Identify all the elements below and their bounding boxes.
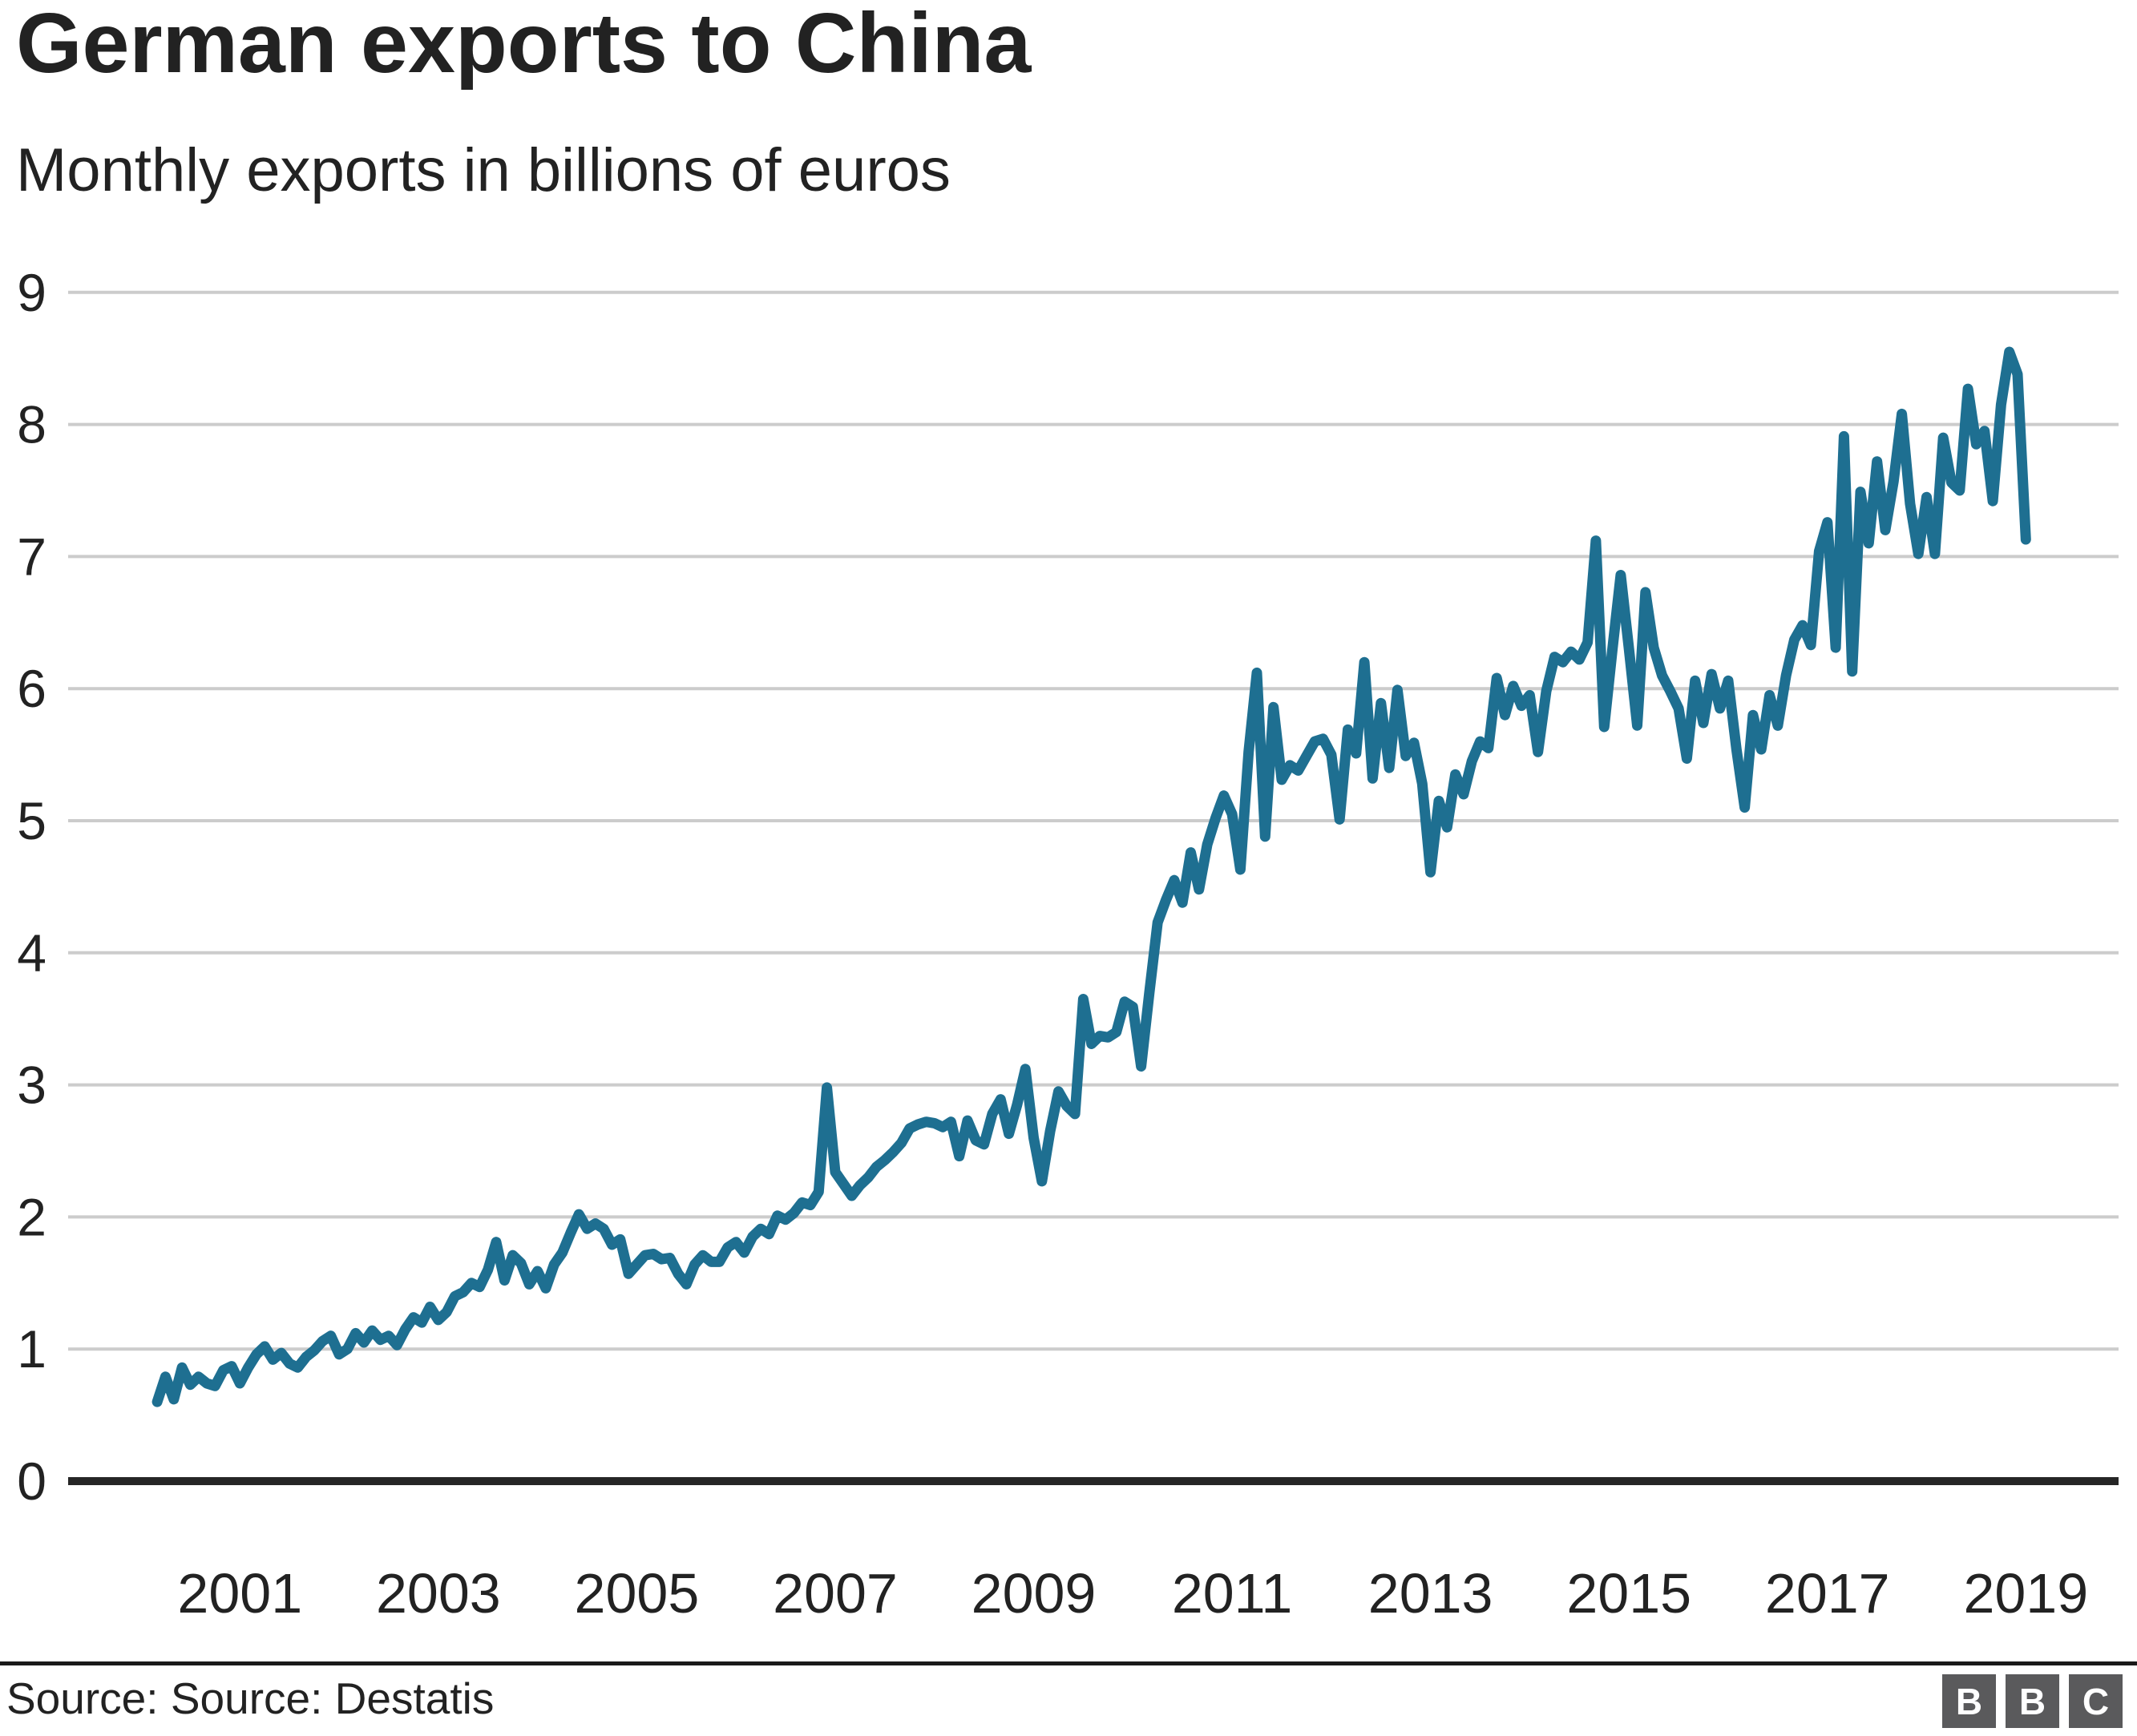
page-title: German exports to China bbox=[16, 0, 1032, 91]
x-tick-label: 2011 bbox=[1172, 1562, 1293, 1625]
x-tick-label: 2007 bbox=[773, 1562, 898, 1625]
y-tick-label: 7 bbox=[17, 527, 46, 586]
y-tick-label: 8 bbox=[17, 395, 46, 454]
gridlines bbox=[68, 290, 2119, 1485]
y-tick-label: 9 bbox=[17, 263, 46, 322]
x-tick-label: 2015 bbox=[1566, 1562, 1691, 1625]
bbc-logo-block: B bbox=[2006, 1674, 2059, 1728]
x-tick-label: 2013 bbox=[1368, 1562, 1493, 1625]
x-tick-label: 2017 bbox=[1765, 1562, 1890, 1625]
footer-divider bbox=[0, 1661, 2137, 1665]
x-tick-label: 2019 bbox=[1963, 1562, 2088, 1625]
chart-subtitle: Monthly exports in billions of euros bbox=[16, 136, 951, 204]
y-tick-label: 3 bbox=[17, 1056, 46, 1115]
source-caption: Source: Source: Destatis bbox=[6, 1673, 494, 1723]
y-tick-label: 1 bbox=[17, 1319, 46, 1379]
y-axis-labels: 0 1 2 3 4 5 6 7 8 9 bbox=[17, 263, 46, 1511]
x-tick-label: 2009 bbox=[972, 1562, 1097, 1625]
x-tick-label: 2005 bbox=[575, 1562, 700, 1625]
bbc-logo: B B C bbox=[1942, 1674, 2123, 1728]
y-tick-label: 2 bbox=[17, 1187, 46, 1246]
x-tick-label: 2003 bbox=[376, 1562, 501, 1625]
bbc-logo-block: B bbox=[1942, 1674, 1996, 1728]
exports-line bbox=[151, 346, 2031, 1407]
data-series bbox=[151, 346, 2031, 1407]
y-tick-label: 5 bbox=[17, 791, 46, 850]
x-axis-labels: 2001 2003 2005 2007 2009 2011 2013 2015 2017 2019 bbox=[177, 1562, 2088, 1625]
y-tick-label: 4 bbox=[17, 923, 46, 983]
y-tick-label: 0 bbox=[17, 1451, 46, 1511]
bbc-logo-block: C bbox=[2069, 1674, 2123, 1728]
y-tick-label: 6 bbox=[17, 659, 46, 718]
x-tick-label: 2001 bbox=[177, 1562, 302, 1625]
